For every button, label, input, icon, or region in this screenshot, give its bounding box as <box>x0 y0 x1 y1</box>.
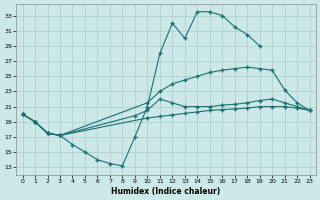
X-axis label: Humidex (Indice chaleur): Humidex (Indice chaleur) <box>111 187 221 196</box>
